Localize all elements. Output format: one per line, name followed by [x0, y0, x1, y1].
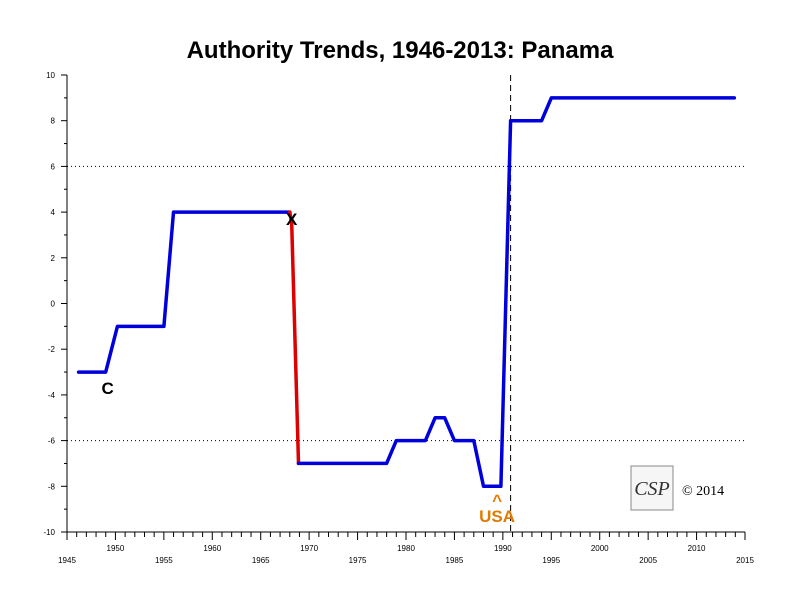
series-layer: [76, 96, 737, 489]
y-tick-label: -4: [48, 391, 56, 400]
annotation-3: USA: [479, 507, 515, 526]
x-tick-label: 1955: [155, 556, 173, 565]
x-tick-label: 1965: [252, 556, 270, 565]
x-tick-label: 1960: [203, 544, 221, 553]
x-tick-label: 1950: [107, 544, 125, 553]
x-tick-label: 1990: [494, 544, 512, 553]
y-tick-label: 10: [46, 71, 55, 80]
x-tick-label: 2000: [591, 544, 609, 553]
x-tick-label: 1945: [58, 556, 76, 565]
watermark: CSP © 2014: [630, 465, 724, 511]
annotation-2: ^: [492, 491, 502, 510]
chart-title: Authority Trends, 1946-2013: Panama: [187, 37, 614, 64]
y-tick-label: -10: [43, 528, 55, 537]
y-tick-label: 8: [51, 117, 56, 126]
y-tick-label: 4: [51, 208, 56, 217]
csp-logo: CSP: [634, 478, 670, 500]
copyright-text: © 2014: [682, 484, 724, 499]
csp-logo-box: [630, 465, 674, 511]
series-line-1: [288, 210, 301, 466]
x-tick-label: 1975: [349, 556, 367, 565]
series-line-0: [76, 210, 292, 374]
y-tick-label: 6: [51, 162, 56, 171]
y-tick-label: 0: [51, 300, 56, 309]
y-tick-label: 2: [51, 254, 56, 263]
axes-layer: -10 -8 -6 -4 -2 0 2 4 6 8 10 1945 1950 1955 1960 1965 19…: [43, 71, 754, 565]
annotation-layer: C X ^USA: [102, 210, 515, 526]
series-line-2: [296, 96, 737, 489]
x-tick-label: 1980: [397, 544, 415, 553]
y-tick-label: -2: [48, 345, 56, 354]
annotation-1: X: [286, 210, 298, 229]
y-tick-label: -6: [48, 437, 56, 446]
x-tick-label: 2005: [639, 556, 657, 565]
x-tick-label: 1970: [300, 544, 318, 553]
x-tick-label: 2015: [736, 556, 754, 565]
x-tick-label: 2010: [688, 544, 706, 553]
grid-layer: [67, 75, 745, 532]
y-tick-label: -8: [48, 482, 56, 491]
annotation-0: C: [102, 379, 114, 398]
x-tick-label: 1985: [446, 556, 464, 565]
x-tick-label: 1995: [542, 556, 560, 565]
